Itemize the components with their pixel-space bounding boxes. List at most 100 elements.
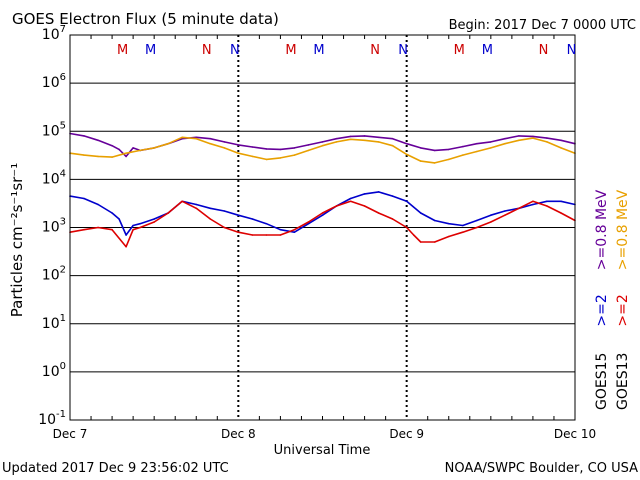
series-point [132,147,134,149]
series-point [363,139,366,142]
series-point [391,195,394,197]
series-point [307,149,310,152]
series-point [195,136,198,139]
series-point [118,148,120,151]
updated-timestamp: Updated 2017 Dec 9 23:56:02 UTC [2,461,229,476]
series-point [405,226,408,229]
series-point [335,205,338,207]
series-line-3 [69,200,576,248]
series-point [265,148,268,150]
series-point [504,214,506,216]
series-point [335,137,338,140]
series-point [223,210,226,212]
series-point [560,212,562,214]
series-point [363,205,366,207]
series-point [279,228,282,231]
local-time-marker: N [370,43,380,58]
series-point [560,200,562,203]
y-tick-label: 107 [42,24,66,43]
series-point [97,155,99,158]
series-point [504,137,506,140]
series-point [448,222,450,225]
y-tick-mantissa: 10 [42,364,60,380]
local-time-marker: N [539,43,549,58]
y-tick-mantissa: 10 [42,27,60,43]
series-point [97,139,99,142]
series-point [532,135,534,138]
series-point [349,138,352,141]
y-tick-mantissa: 10 [42,75,60,91]
y-tick-label: 105 [42,120,66,139]
legend-column-goes15: GOES15 >=2 >=0.8 MeV [594,189,610,410]
series-point [237,152,240,154]
data-series [69,132,576,248]
legend-column-goes13: GOES13 >=2 >=0.8 MeV [615,189,631,410]
x-tick-label: Dec 10 [554,427,596,441]
series-point [118,218,120,220]
legend-entry: >=2 [594,294,610,326]
series-point [251,234,254,236]
series-point [209,218,212,220]
series-point [293,228,296,231]
series-point [153,147,155,149]
series-point [448,148,450,151]
y-tick-label: 104 [42,168,66,187]
series-point [391,137,394,140]
series-point [153,221,155,223]
series-point [321,141,324,143]
series-point [167,142,169,145]
series-point [391,218,394,220]
local-time-marker: M [482,43,493,58]
local-time-marker: N [567,43,577,58]
y-tick-exponent: -1 [56,409,66,420]
local-time-marker: M [454,43,465,58]
series-point [419,147,422,149]
series-point [546,137,548,139]
legend-satellite: GOES13 [615,353,631,410]
local-time-marker: M [313,43,324,58]
y-tick-mantissa: 10 [42,123,60,139]
y-tick-exponent: 4 [60,168,66,179]
series-point [209,137,212,140]
y-tick-exponent: 3 [60,217,66,228]
series-point [125,245,127,248]
series-point [363,135,366,137]
series-point [462,231,464,233]
series-point [476,150,478,153]
series-point [560,147,562,149]
series-point [181,136,183,139]
series-1 [69,136,576,164]
series-point [139,226,141,229]
plot-frame [69,34,576,421]
series-point [546,200,548,203]
series-point [139,222,141,225]
series-point [419,241,422,243]
y-tick-exponent: 1 [60,313,66,324]
series-point [433,149,436,152]
series-point [490,214,492,216]
series-point [419,212,422,214]
series-point [167,212,169,214]
grid-lines [70,34,575,421]
series-point [132,228,134,231]
series-point [293,147,296,149]
series-point [209,142,212,145]
series-point [321,144,324,147]
legend-text: GOES15 >=2 >=0.8 MeV [594,189,610,410]
legend-entry: >=2 [615,294,631,326]
series-point [490,147,492,149]
series-point [251,218,254,220]
x-tick-label: Dec 8 [221,427,256,441]
series-point [405,153,408,156]
series-point [405,142,408,145]
series-point [363,193,366,195]
series-point [433,162,436,164]
series-point [462,224,464,227]
series-point [209,207,212,210]
series-point [97,226,99,229]
series-point [132,224,134,227]
y-axis-label: Particles cm⁻²s⁻¹sr⁻¹ [8,163,26,317]
series-point [139,149,141,152]
series-point [195,207,198,210]
series-point [111,212,113,214]
